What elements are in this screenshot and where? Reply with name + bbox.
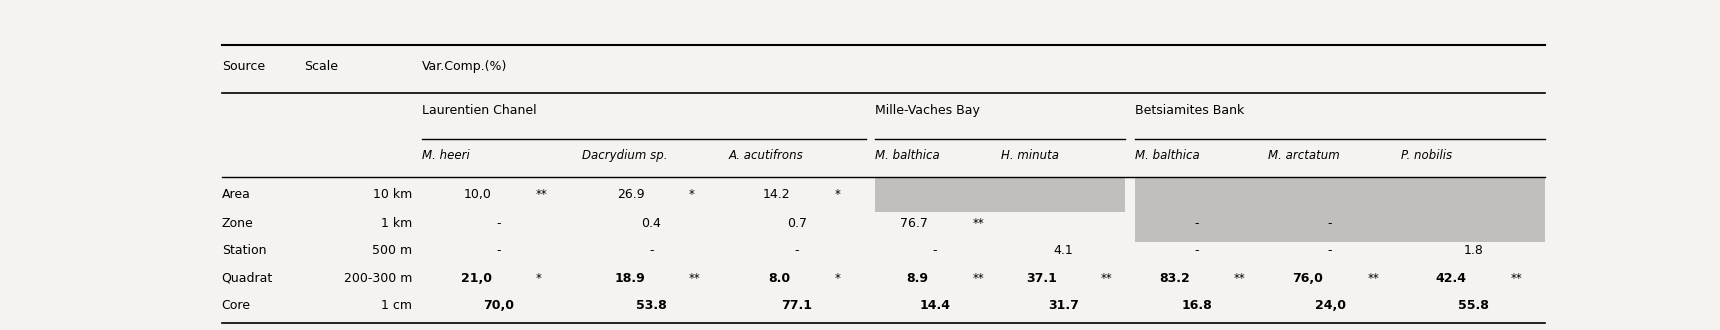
Text: 1.8: 1.8 — [1464, 244, 1483, 257]
Text: Core: Core — [222, 299, 251, 312]
Text: 4.1: 4.1 — [1054, 244, 1073, 257]
Text: Quadrat: Quadrat — [222, 272, 273, 285]
Text: 8.0: 8.0 — [769, 272, 789, 285]
Text: -: - — [1328, 217, 1333, 230]
Text: M. balthica: M. balthica — [875, 149, 939, 162]
Text: 55.8: 55.8 — [1459, 299, 1490, 312]
Text: -: - — [650, 244, 654, 257]
Text: 76,0: 76,0 — [1292, 272, 1323, 285]
Text: 200-300 m: 200-300 m — [344, 272, 413, 285]
Text: Laurentien Chanel: Laurentien Chanel — [421, 104, 537, 117]
Text: 500 m: 500 m — [372, 244, 413, 257]
Text: Station: Station — [222, 244, 267, 257]
Text: *: * — [834, 188, 839, 201]
Text: **: ** — [690, 272, 700, 285]
Text: 42.4: 42.4 — [1436, 272, 1467, 285]
Text: 53.8: 53.8 — [636, 299, 667, 312]
Text: M. arctatum: M. arctatum — [1268, 149, 1340, 162]
Text: -: - — [495, 244, 501, 257]
Text: Area: Area — [222, 188, 251, 201]
Text: 16.8: 16.8 — [1182, 299, 1213, 312]
Text: **: ** — [972, 272, 984, 285]
Text: Scale: Scale — [304, 60, 339, 73]
Text: Mille-Vaches Bay: Mille-Vaches Bay — [875, 104, 980, 117]
Text: 0.4: 0.4 — [642, 217, 662, 230]
Text: 21,0: 21,0 — [461, 272, 492, 285]
Text: P. nobilis: P. nobilis — [1402, 149, 1452, 162]
Text: -: - — [1194, 244, 1199, 257]
Text: **: ** — [1510, 272, 1522, 285]
Text: **: ** — [972, 217, 984, 230]
Text: 83.2: 83.2 — [1159, 272, 1190, 285]
Text: 18.9: 18.9 — [614, 272, 645, 285]
Text: 37.1: 37.1 — [1025, 272, 1056, 285]
Text: M. heeri: M. heeri — [421, 149, 470, 162]
Text: 1 km: 1 km — [382, 217, 413, 230]
Text: Dacrydium sp.: Dacrydium sp. — [581, 149, 667, 162]
Text: **: ** — [1101, 272, 1113, 285]
Text: 77.1: 77.1 — [781, 299, 812, 312]
Text: *: * — [834, 272, 839, 285]
Text: 8.9: 8.9 — [906, 272, 929, 285]
Text: 24,0: 24,0 — [1314, 299, 1345, 312]
Text: -: - — [1194, 217, 1199, 230]
Text: 76.7: 76.7 — [900, 217, 929, 230]
Text: 26.9: 26.9 — [617, 188, 645, 201]
Text: -: - — [1328, 244, 1333, 257]
Text: 31.7: 31.7 — [1047, 299, 1078, 312]
Text: Betsiamites Bank: Betsiamites Bank — [1135, 104, 1244, 117]
Text: 70,0: 70,0 — [483, 299, 514, 312]
Text: 14.4: 14.4 — [918, 299, 951, 312]
Text: Var.Comp.(%): Var.Comp.(%) — [421, 60, 507, 73]
Text: Source: Source — [222, 60, 265, 73]
Text: -: - — [932, 244, 937, 257]
Text: **: ** — [1367, 272, 1379, 285]
Text: 10,0: 10,0 — [464, 188, 492, 201]
Bar — [875, 177, 1125, 213]
Text: -: - — [495, 217, 501, 230]
Bar — [1135, 206, 1545, 242]
Text: 10 km: 10 km — [373, 188, 413, 201]
Text: **: ** — [535, 188, 547, 201]
Text: A. acutifrons: A. acutifrons — [728, 149, 803, 162]
Text: **: ** — [1233, 272, 1245, 285]
Text: *: * — [535, 272, 542, 285]
Text: 1 cm: 1 cm — [382, 299, 413, 312]
Text: 14.2: 14.2 — [762, 188, 789, 201]
Bar — [1135, 177, 1545, 213]
Text: Zone: Zone — [222, 217, 253, 230]
Text: 0.7: 0.7 — [786, 217, 807, 230]
Text: H. minuta: H. minuta — [1001, 149, 1060, 162]
Text: M. balthica: M. balthica — [1135, 149, 1199, 162]
Text: -: - — [795, 244, 800, 257]
Text: *: * — [690, 188, 695, 201]
